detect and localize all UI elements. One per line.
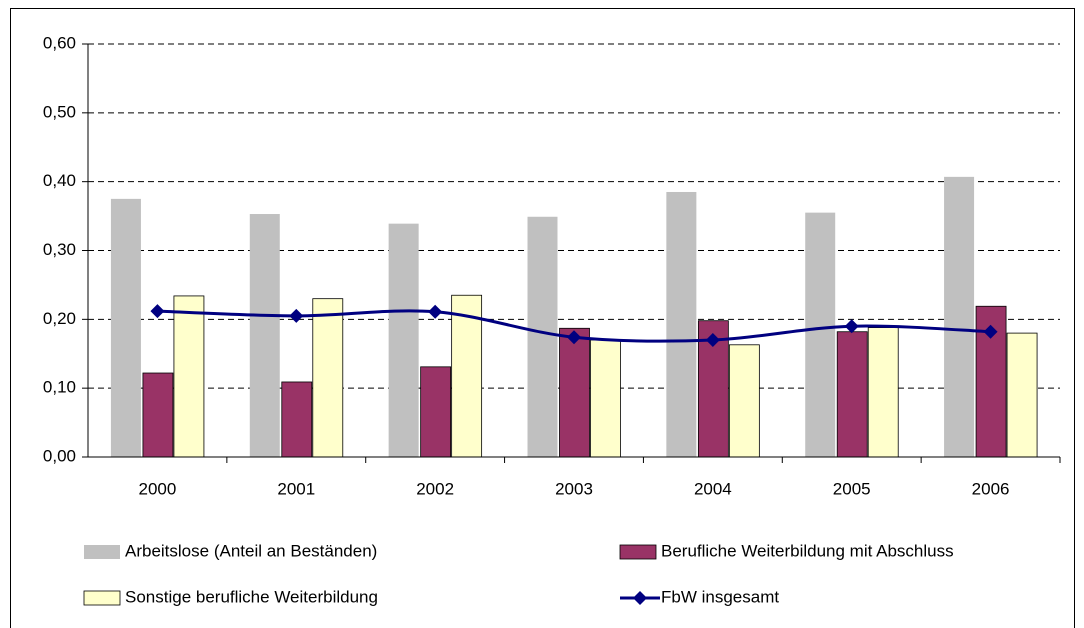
bar (836, 331, 868, 458)
marker (983, 324, 998, 339)
marker (428, 304, 443, 319)
bar (312, 298, 344, 458)
y-tick-label: 0,40 (43, 171, 76, 190)
bar (142, 372, 174, 458)
legend-label: Arbeitslose (Anteil an Beständen) (125, 541, 377, 560)
y-tick-label: 0,60 (43, 33, 76, 52)
x-tick-label: 2004 (694, 479, 732, 498)
marker (567, 330, 581, 345)
marker (289, 308, 304, 323)
bar (867, 327, 899, 458)
x-tick-label: 2003 (555, 479, 593, 498)
x-tick-label: 2000 (139, 479, 177, 498)
bar (666, 191, 697, 457)
legend-swatch (84, 545, 120, 559)
legend-swatch (619, 544, 657, 560)
legend-label: Berufliche Weiterbildung mit Abschluss (661, 541, 954, 560)
bar (249, 214, 280, 457)
y-tick-label: 0,30 (43, 240, 76, 259)
marker (705, 332, 720, 347)
bar (173, 295, 205, 458)
marker (844, 319, 859, 334)
x-tick-label: 2005 (833, 479, 871, 498)
bar (527, 216, 558, 457)
bar (728, 344, 760, 458)
legend-label: Sonstige berufliche Weiterbildung (125, 587, 378, 606)
bar (388, 223, 419, 457)
bar (559, 327, 590, 458)
bar (805, 212, 836, 457)
y-tick-label: 0,50 (43, 102, 76, 121)
legend-swatch (83, 590, 121, 606)
bar (944, 176, 975, 457)
y-tick-label: 0,10 (43, 378, 76, 397)
bar (451, 294, 483, 458)
legend-marker (633, 591, 647, 605)
x-tick-label: 2006 (972, 479, 1010, 498)
bar (281, 381, 313, 458)
bar (1006, 332, 1038, 458)
bar (590, 339, 621, 458)
marker (150, 304, 165, 319)
y-tick-label: 0,00 (43, 446, 76, 465)
x-tick-label: 2002 (416, 479, 454, 498)
x-tick-label: 2001 (277, 479, 315, 498)
legend-label: FbW insgesamt (661, 587, 779, 606)
y-tick-label: 0,20 (43, 309, 76, 328)
bar (110, 198, 141, 457)
bar (420, 366, 452, 458)
